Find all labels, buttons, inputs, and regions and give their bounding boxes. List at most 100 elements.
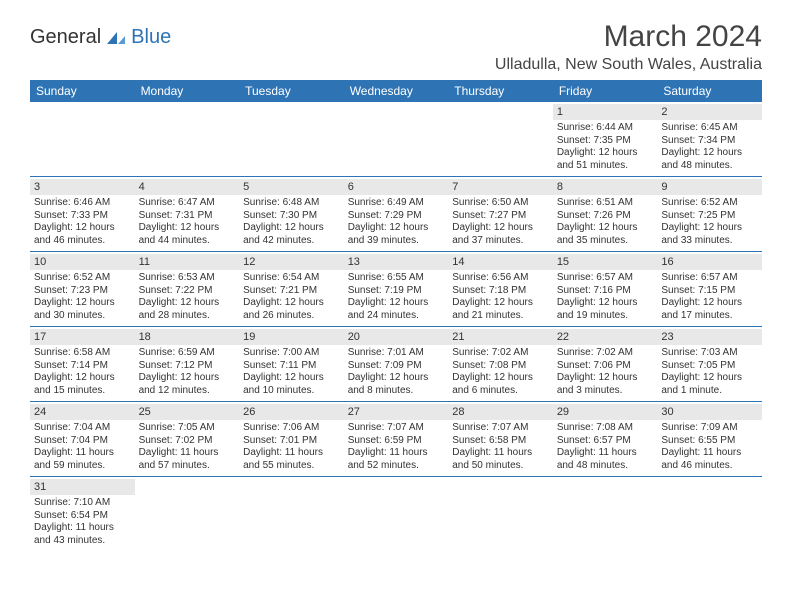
- daylight-text: and 8 minutes.: [348, 385, 445, 398]
- header: General Blue March 2024 Ulladulla, New S…: [30, 20, 762, 74]
- day-number: 15: [553, 254, 658, 270]
- day-cell: 22Sunrise: 7:02 AMSunset: 7:06 PMDayligh…: [553, 327, 658, 402]
- logo-text-blue: Blue: [131, 26, 171, 49]
- day-cell: 28Sunrise: 7:07 AMSunset: 6:58 PMDayligh…: [448, 402, 553, 477]
- day-cell: [239, 102, 344, 177]
- sunset-text: Sunset: 7:29 PM: [348, 210, 445, 223]
- daylight-text: and 21 minutes.: [452, 310, 549, 323]
- daylight-text: Daylight: 12 hours: [139, 297, 236, 310]
- daylight-text: and 35 minutes.: [557, 235, 654, 248]
- week-row: 31Sunrise: 7:10 AMSunset: 6:54 PMDayligh…: [30, 477, 762, 552]
- day-cell: 20Sunrise: 7:01 AMSunset: 7:09 PMDayligh…: [344, 327, 449, 402]
- day-number: 6: [344, 179, 449, 195]
- daylight-text: Daylight: 12 hours: [557, 147, 654, 160]
- daylight-text: Daylight: 12 hours: [348, 222, 445, 235]
- daylight-text: and 46 minutes.: [34, 235, 131, 248]
- calendar-page: General Blue March 2024 Ulladulla, New S…: [0, 0, 792, 571]
- day-number: 12: [239, 254, 344, 270]
- day-cell: [448, 477, 553, 552]
- day-cell: 7Sunrise: 6:50 AMSunset: 7:27 PMDaylight…: [448, 177, 553, 252]
- dow-wednesday: Wednesday: [344, 80, 449, 102]
- sunset-text: Sunset: 7:15 PM: [661, 285, 758, 298]
- dow-thursday: Thursday: [448, 80, 553, 102]
- sunset-text: Sunset: 7:09 PM: [348, 360, 445, 373]
- day-cell: 3Sunrise: 6:46 AMSunset: 7:33 PMDaylight…: [30, 177, 135, 252]
- day-cell: 6Sunrise: 6:49 AMSunset: 7:29 PMDaylight…: [344, 177, 449, 252]
- day-number: 13: [344, 254, 449, 270]
- daylight-text: and 28 minutes.: [139, 310, 236, 323]
- day-cell: 11Sunrise: 6:53 AMSunset: 7:22 PMDayligh…: [135, 252, 240, 327]
- day-cell: 1Sunrise: 6:44 AMSunset: 7:35 PMDaylight…: [553, 102, 658, 177]
- sunrise-text: Sunrise: 6:53 AM: [139, 272, 236, 285]
- daylight-text: Daylight: 12 hours: [243, 372, 340, 385]
- sunrise-text: Sunrise: 6:48 AM: [243, 197, 340, 210]
- daylight-text: and 48 minutes.: [661, 160, 758, 173]
- dow-friday: Friday: [553, 80, 658, 102]
- day-number: 17: [30, 329, 135, 345]
- sunset-text: Sunset: 7:04 PM: [34, 435, 131, 448]
- day-cell: [344, 102, 449, 177]
- dow-tuesday: Tuesday: [239, 80, 344, 102]
- logo: General Blue: [30, 20, 171, 49]
- day-number: 27: [344, 404, 449, 420]
- sunrise-text: Sunrise: 7:10 AM: [34, 497, 131, 510]
- daylight-text: Daylight: 11 hours: [348, 447, 445, 460]
- day-cell: 15Sunrise: 6:57 AMSunset: 7:16 PMDayligh…: [553, 252, 658, 327]
- day-number: 29: [553, 404, 658, 420]
- daylight-text: and 46 minutes.: [661, 460, 758, 473]
- days-of-week-row: Sunday Monday Tuesday Wednesday Thursday…: [30, 80, 762, 102]
- sunrise-text: Sunrise: 6:56 AM: [452, 272, 549, 285]
- daylight-text: and 44 minutes.: [139, 235, 236, 248]
- daylight-text: and 26 minutes.: [243, 310, 340, 323]
- daylight-text: and 42 minutes.: [243, 235, 340, 248]
- sunrise-text: Sunrise: 6:55 AM: [348, 272, 445, 285]
- day-cell: 31Sunrise: 7:10 AMSunset: 6:54 PMDayligh…: [30, 477, 135, 552]
- sunrise-text: Sunrise: 6:57 AM: [661, 272, 758, 285]
- day-cell: 16Sunrise: 6:57 AMSunset: 7:15 PMDayligh…: [657, 252, 762, 327]
- daylight-text: Daylight: 12 hours: [557, 297, 654, 310]
- sunrise-text: Sunrise: 7:07 AM: [348, 422, 445, 435]
- day-cell: 14Sunrise: 6:56 AMSunset: 7:18 PMDayligh…: [448, 252, 553, 327]
- sunrise-text: Sunrise: 7:01 AM: [348, 347, 445, 360]
- daylight-text: and 52 minutes.: [348, 460, 445, 473]
- day-number: 21: [448, 329, 553, 345]
- daylight-text: Daylight: 12 hours: [661, 147, 758, 160]
- daylight-text: and 55 minutes.: [243, 460, 340, 473]
- day-cell: 19Sunrise: 7:00 AMSunset: 7:11 PMDayligh…: [239, 327, 344, 402]
- month-title: March 2024: [495, 20, 762, 54]
- daylight-text: Daylight: 11 hours: [243, 447, 340, 460]
- day-number: 2: [657, 104, 762, 120]
- daylight-text: Daylight: 12 hours: [243, 222, 340, 235]
- daylight-text: Daylight: 12 hours: [661, 222, 758, 235]
- day-number: 14: [448, 254, 553, 270]
- location: Ulladulla, New South Wales, Australia: [495, 56, 762, 74]
- daylight-text: and 39 minutes.: [348, 235, 445, 248]
- day-number: 24: [30, 404, 135, 420]
- sunrise-text: Sunrise: 6:46 AM: [34, 197, 131, 210]
- sunrise-text: Sunrise: 7:02 AM: [452, 347, 549, 360]
- sunrise-text: Sunrise: 7:04 AM: [34, 422, 131, 435]
- sunset-text: Sunset: 7:12 PM: [139, 360, 236, 373]
- day-number: 10: [30, 254, 135, 270]
- daylight-text: Daylight: 12 hours: [557, 222, 654, 235]
- day-cell: 26Sunrise: 7:06 AMSunset: 7:01 PMDayligh…: [239, 402, 344, 477]
- sunrise-text: Sunrise: 7:05 AM: [139, 422, 236, 435]
- day-cell: 21Sunrise: 7:02 AMSunset: 7:08 PMDayligh…: [448, 327, 553, 402]
- day-number: 28: [448, 404, 553, 420]
- day-cell: 12Sunrise: 6:54 AMSunset: 7:21 PMDayligh…: [239, 252, 344, 327]
- day-number: 22: [553, 329, 658, 345]
- sunrise-text: Sunrise: 6:50 AM: [452, 197, 549, 210]
- daylight-text: Daylight: 11 hours: [557, 447, 654, 460]
- sunset-text: Sunset: 7:33 PM: [34, 210, 131, 223]
- sunset-text: Sunset: 7:22 PM: [139, 285, 236, 298]
- sunrise-text: Sunrise: 7:08 AM: [557, 422, 654, 435]
- daylight-text: Daylight: 12 hours: [34, 372, 131, 385]
- daylight-text: and 3 minutes.: [557, 385, 654, 398]
- calendar-body: 1Sunrise: 6:44 AMSunset: 7:35 PMDaylight…: [30, 102, 762, 551]
- sunrise-text: Sunrise: 7:02 AM: [557, 347, 654, 360]
- day-cell: 8Sunrise: 6:51 AMSunset: 7:26 PMDaylight…: [553, 177, 658, 252]
- day-cell: [135, 477, 240, 552]
- daylight-text: Daylight: 12 hours: [452, 372, 549, 385]
- sunrise-text: Sunrise: 6:51 AM: [557, 197, 654, 210]
- sunset-text: Sunset: 7:23 PM: [34, 285, 131, 298]
